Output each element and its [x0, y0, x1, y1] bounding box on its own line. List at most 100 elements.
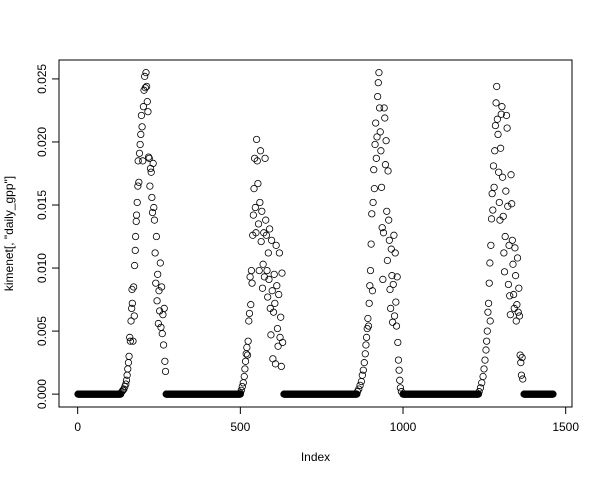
data-point [133, 198, 141, 207]
data-point [508, 200, 516, 208]
data-point [355, 385, 363, 393]
data-point [487, 241, 495, 249]
data-point [130, 312, 138, 320]
data-point [394, 356, 403, 364]
y-tick-label: 0.025 [35, 64, 49, 94]
data-point [483, 327, 491, 335]
data-point [358, 371, 366, 379]
data-point [364, 314, 372, 323]
data-point [124, 365, 132, 373]
data-point [502, 111, 511, 120]
data-point [512, 317, 520, 325]
data-point [366, 266, 375, 275]
data-point [396, 376, 404, 384]
data-point [383, 256, 392, 265]
data-point [263, 266, 271, 275]
data-point [144, 108, 152, 116]
data-point [245, 309, 254, 318]
data-point [389, 280, 397, 289]
data-point [271, 360, 280, 368]
data-point [390, 312, 399, 320]
data-point [277, 313, 285, 321]
data-point [476, 384, 485, 392]
data-point [500, 268, 509, 276]
data-point [253, 157, 261, 165]
data-point [373, 133, 381, 141]
data-point [397, 388, 405, 396]
data-point [268, 287, 276, 295]
data-point [241, 357, 250, 365]
data-point [364, 322, 373, 330]
data-point [513, 301, 521, 309]
data-point [372, 154, 380, 162]
data-point [154, 319, 162, 328]
data-point [144, 153, 153, 161]
data-point [486, 317, 494, 325]
data-point [137, 130, 145, 138]
data-point [506, 311, 514, 319]
data-point [549, 390, 557, 398]
data-point [516, 351, 524, 359]
data-point [493, 82, 501, 91]
data-point [491, 121, 500, 130]
data-point [489, 162, 498, 170]
data-point [356, 381, 364, 389]
data-point [275, 290, 283, 299]
data-point [279, 338, 287, 347]
data-point [257, 237, 265, 246]
data-point [389, 318, 397, 326]
data-point [241, 365, 249, 373]
data-point [360, 359, 368, 367]
data-point [131, 246, 139, 254]
x-tick-label: 1500 [552, 420, 579, 434]
data-point [493, 115, 501, 123]
x-tick-label: 500 [230, 420, 250, 434]
data-point [131, 261, 139, 270]
data-point [384, 167, 392, 175]
data-point [142, 69, 150, 77]
data-point [130, 283, 138, 291]
data-point [127, 317, 135, 325]
data-point [260, 273, 269, 281]
data-point [381, 161, 390, 169]
data-point [269, 308, 278, 316]
data-point [278, 269, 286, 277]
data-point [487, 215, 496, 223]
data-point [145, 154, 153, 162]
data-point [251, 154, 259, 162]
data-point [129, 337, 137, 345]
data-point [361, 350, 369, 358]
data-point [155, 287, 163, 295]
data-point [481, 356, 489, 364]
data-point [261, 154, 269, 162]
data-point [365, 299, 373, 307]
data-point [124, 359, 133, 367]
data-point [148, 208, 157, 217]
data-point [267, 236, 276, 244]
data-point [128, 304, 136, 312]
data-point [375, 104, 384, 112]
data-point [251, 203, 259, 212]
data-point [386, 285, 394, 294]
data-point [152, 232, 161, 241]
data-point [513, 254, 522, 262]
data-point [258, 207, 266, 215]
data-point [248, 279, 256, 287]
data-point [508, 236, 516, 244]
data-point [485, 279, 493, 287]
data-point [390, 231, 398, 239]
x-axis: 0 500 1000 1500 [74, 406, 579, 434]
data-point [153, 297, 161, 305]
data-point [119, 386, 127, 394]
data-point [243, 351, 252, 359]
x-tick-label: 1000 [390, 420, 417, 434]
data-point [146, 182, 154, 190]
data-point [370, 166, 378, 174]
data-point [374, 92, 382, 101]
data-point [359, 366, 367, 374]
data-point [158, 330, 166, 338]
y-tick-label: 0.020 [35, 127, 49, 157]
y-axis-label: kimenet[, "daily_gpp"] [2, 176, 16, 291]
data-point [239, 379, 247, 387]
data-point [139, 103, 147, 111]
